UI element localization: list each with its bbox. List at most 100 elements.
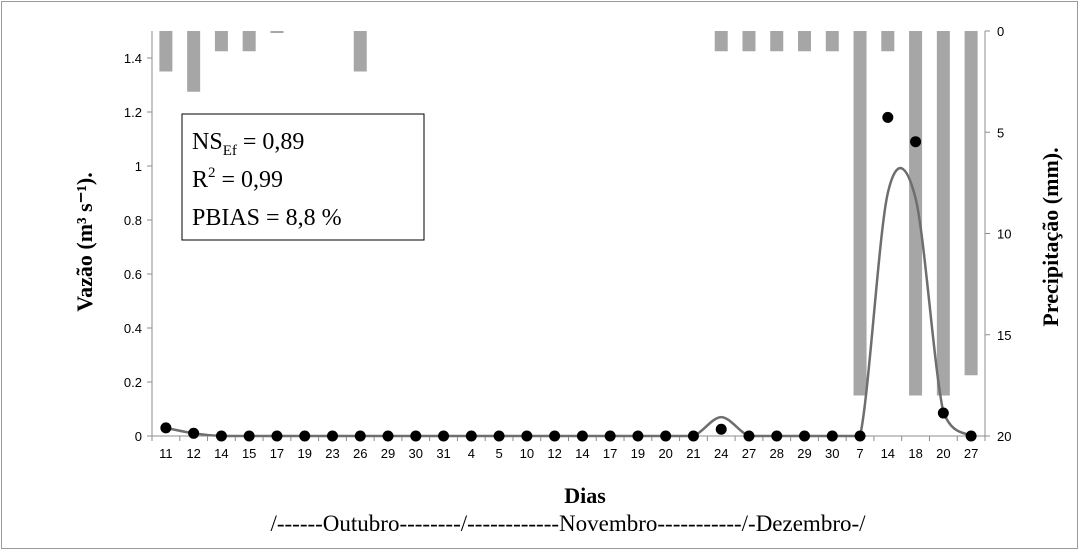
observed-point-11	[465, 430, 477, 442]
x-tick-label-26: 14	[881, 446, 895, 461]
observed-point-24	[826, 430, 838, 442]
observed-point-7	[354, 430, 366, 442]
right-y-tick-label-4: 20	[997, 429, 1011, 444]
observed-point-12	[493, 430, 505, 442]
x-tick-label-4: 17	[270, 446, 284, 461]
stat-ns: NSEf = 0,89	[192, 129, 304, 159]
observed-point-20	[715, 423, 727, 435]
stats-box: NSEf = 0,89 R2 = 0,99 PBIAS = 8,8 %	[181, 113, 425, 241]
precipitation-bar-4	[270, 31, 284, 34]
x-tick-label-23: 29	[797, 446, 811, 461]
precipitation-bar-3	[242, 31, 256, 52]
right-y-tick-label-2: 10	[997, 227, 1011, 242]
left-y-tick-labels: 0 0.2 0.4 0.6 0.8 1 1.2 1.4	[124, 51, 142, 444]
x-tick-label-14: 12	[547, 446, 561, 461]
precipitation-bar-22	[770, 31, 784, 52]
observed-point-19	[687, 430, 699, 442]
right-y-tick-label-0: 0	[997, 24, 1004, 39]
left-y-tick-label-1: 0.2	[124, 375, 142, 390]
observed-point-28	[937, 407, 949, 419]
month-labels: /------Outubro--------/------------Novem…	[270, 511, 866, 536]
x-tick-label-18: 20	[658, 446, 672, 461]
stats-box-border	[181, 113, 425, 241]
precipitation-bar-1	[187, 31, 201, 92]
x-tick-label-15: 14	[575, 446, 589, 461]
x-axis-title: Dias	[564, 483, 606, 508]
x-tick-label-12: 5	[495, 446, 502, 461]
x-tick-labels: 11 12 14 15 17 19 23 26 29 30 31 4 5 10 12 14 17 19 20 21 24…	[159, 446, 978, 461]
precipitation-bar-27	[909, 31, 923, 396]
x-tick-label-17: 19	[631, 446, 645, 461]
right-y-tick-label-3: 15	[997, 328, 1011, 343]
x-tick-label-29: 27	[964, 446, 978, 461]
observed-point-13	[521, 430, 533, 442]
x-tick-label-22: 28	[770, 446, 784, 461]
observed-point-14	[549, 430, 561, 442]
precipitation-bar-23	[798, 31, 812, 52]
left-y-tick-label-4: 0.8	[124, 213, 142, 228]
observed-point-23	[799, 430, 811, 442]
observed-point-25	[854, 430, 866, 442]
x-tick-label-5: 19	[297, 446, 311, 461]
observed-point-3	[243, 430, 255, 442]
left-y-tick-label-0: 0	[135, 429, 142, 444]
right-y-tick-labels: 0 5 10 15 20	[997, 24, 1011, 444]
right-y-axis-title: Precipitação (mm).	[1038, 147, 1063, 326]
observed-point-22	[771, 430, 783, 442]
observed-point-1	[188, 427, 200, 439]
observed-point-9	[410, 430, 422, 442]
observed-point-4	[271, 430, 283, 442]
x-tick-label-11: 4	[468, 446, 475, 461]
x-tick-label-6: 23	[325, 446, 339, 461]
observed-point-21	[743, 430, 755, 442]
x-tick-label-9: 30	[409, 446, 423, 461]
x-tick-label-2: 14	[214, 446, 228, 461]
x-tick-label-8: 29	[381, 446, 395, 461]
x-tick-label-20: 24	[714, 446, 728, 461]
x-tick-label-25: 7	[856, 446, 863, 461]
x-tick-label-16: 17	[603, 446, 617, 461]
x-tick-label-28: 20	[936, 446, 950, 461]
precipitation-bar-24	[825, 31, 839, 52]
precipitation-bar-29	[964, 31, 978, 376]
left-y-tick-label-6: 1.2	[124, 105, 142, 120]
precipitation-bar-2	[214, 31, 228, 52]
observed-flow-points	[160, 111, 977, 442]
observed-point-8	[382, 430, 394, 442]
stat-pbias: PBIAS = 8,8 %	[192, 205, 342, 231]
x-tick-label-7: 26	[353, 446, 367, 461]
x-tick-label-21: 27	[742, 446, 756, 461]
observed-point-15	[576, 430, 588, 442]
x-tick-label-3: 15	[242, 446, 256, 461]
observed-point-6	[326, 430, 338, 442]
precipitation-bar-28	[936, 31, 950, 396]
left-y-tick-label-3: 0.6	[124, 267, 142, 282]
x-tick-label-13: 10	[520, 446, 534, 461]
precipitation-bar-26	[881, 31, 895, 52]
precipitation-bar-20	[714, 31, 728, 52]
precipitation-bar-21	[742, 31, 756, 52]
precipitation-bar-7	[353, 31, 367, 72]
observed-point-29	[965, 430, 977, 442]
left-y-axis-title: Vazão (m³ s⁻¹).	[72, 172, 97, 311]
observed-point-10	[438, 430, 450, 442]
x-tick-label-0: 11	[159, 446, 173, 461]
right-y-tick-label-1: 5	[997, 125, 1004, 140]
observed-point-18	[660, 430, 672, 442]
left-y-tick-label-7: 1.4	[124, 51, 142, 66]
observed-point-27	[910, 136, 922, 148]
observed-point-16	[604, 430, 616, 442]
x-tick-label-27: 18	[908, 446, 922, 461]
observed-point-0	[160, 422, 172, 434]
precipitation-bar-0	[159, 31, 173, 72]
x-tick-label-1: 12	[186, 446, 200, 461]
left-y-tick-label-5: 1	[135, 159, 142, 174]
x-tick-label-19: 21	[686, 446, 700, 461]
x-tick-label-10: 31	[436, 446, 450, 461]
left-y-tick-label-2: 0.4	[124, 321, 142, 336]
observed-point-17	[632, 430, 644, 442]
stat-r2: R2 = 0,99	[192, 165, 283, 193]
observed-point-5	[299, 430, 311, 442]
